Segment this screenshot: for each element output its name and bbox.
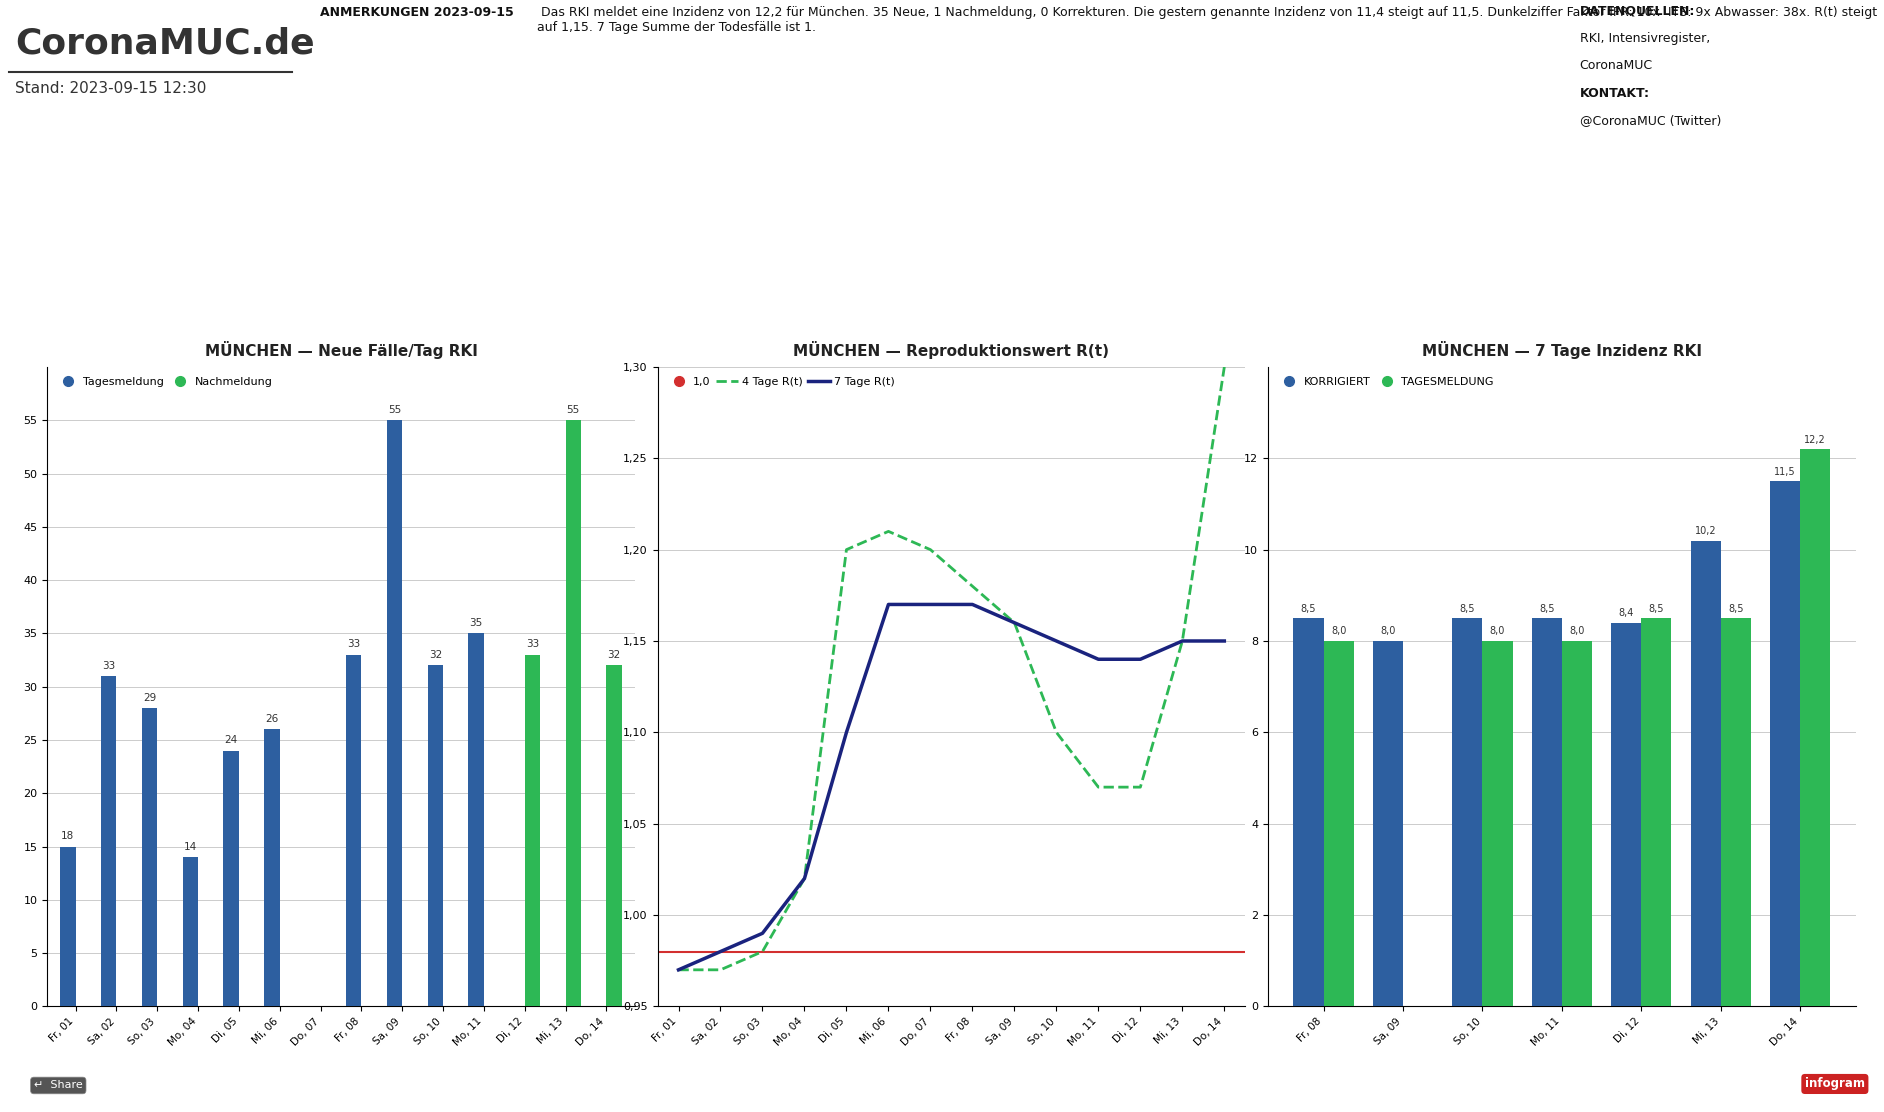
Text: Quelle: CoronaMUC: Quelle: CoronaMUC xyxy=(1362,264,1464,272)
Legend: Tagesmeldung, Nachmeldung: Tagesmeldung, Nachmeldung xyxy=(53,373,277,391)
Text: 26: 26 xyxy=(266,714,279,724)
Text: * RKI Zahlen zu Inzidenz, Fallzahlen, Nachmeldungen und Todesfällen: Dienstag bi: * RKI Zahlen zu Inzidenz, Fallzahlen, Na… xyxy=(447,1048,1437,1063)
Text: Made with: Made with xyxy=(1718,1081,1777,1091)
Bar xyxy=(469,634,484,1006)
Text: 55: 55 xyxy=(388,405,401,415)
Text: ANMERKUNGEN 2023-09-15: ANMERKUNGEN 2023-09-15 xyxy=(320,6,514,19)
Bar xyxy=(428,665,443,1006)
Text: REPRODUKTIONSWERT: REPRODUKTIONSWERT xyxy=(1345,158,1481,168)
Bar xyxy=(1769,481,1799,1006)
Text: 8,0: 8,0 xyxy=(1381,626,1396,636)
Bar xyxy=(183,857,198,1006)
Bar xyxy=(1690,540,1720,1006)
Text: 8,0: 8,0 xyxy=(1569,626,1584,636)
Bar xyxy=(60,846,75,1006)
Text: Gesamt: 2.655: Gesamt: 2.655 xyxy=(431,264,511,272)
Text: 14: 14 xyxy=(185,842,198,852)
Text: Di–Sa.*: Di–Sa.* xyxy=(138,290,175,300)
Bar xyxy=(1720,618,1750,1006)
Text: +0: +0 xyxy=(445,198,497,231)
Bar xyxy=(224,751,239,1006)
Bar xyxy=(1641,618,1671,1006)
Text: KONTAKT:: KONTAKT: xyxy=(1579,87,1650,100)
Text: 10/9/38: 10/9/38 xyxy=(1029,198,1170,231)
Text: 8,0: 8,0 xyxy=(1330,626,1347,636)
Title: MÜNCHEN — Reproduktionswert R(t): MÜNCHEN — Reproduktionswert R(t) xyxy=(793,341,1110,359)
Title: MÜNCHEN — Neue Fälle/Tag RKI: MÜNCHEN — Neue Fälle/Tag RKI xyxy=(205,341,477,359)
Bar xyxy=(1799,449,1831,1006)
Text: Täglich: Täglich xyxy=(767,290,803,300)
Text: DUNKELZIFFER FAKTOR: DUNKELZIFFER FAKTOR xyxy=(1031,158,1168,168)
Text: 8,4: 8,4 xyxy=(1618,608,1633,618)
Bar xyxy=(1562,641,1592,1006)
Text: 32: 32 xyxy=(430,651,443,661)
Text: 35: 35 xyxy=(469,618,482,628)
Text: 55: 55 xyxy=(567,405,580,415)
Text: CoronaMUC.de: CoronaMUC.de xyxy=(15,26,315,60)
Text: 8,5: 8,5 xyxy=(1728,604,1743,614)
Text: IFR/ITS/Abwasser basiert: IFR/ITS/Abwasser basiert xyxy=(1034,264,1164,272)
Text: 33: 33 xyxy=(347,639,360,649)
Text: +36: +36 xyxy=(121,198,194,231)
Text: ↵  Share: ↵ Share xyxy=(34,1081,83,1091)
Bar xyxy=(1292,618,1324,1006)
Text: Täglich: Täglich xyxy=(1394,290,1432,300)
Text: Gesamt: 722.497: Gesamt: 722.497 xyxy=(111,264,202,272)
Text: BESTÄTIGTE FÄLLE: BESTÄTIGTE FÄLLE xyxy=(104,158,211,168)
Text: INZIDENZ RKI: INZIDENZ RKI xyxy=(1688,158,1767,168)
Text: 12,2: 12,2 xyxy=(1805,435,1826,445)
Bar xyxy=(386,420,403,1006)
Bar xyxy=(1532,618,1562,1006)
Text: 18: 18 xyxy=(62,831,75,841)
Bar xyxy=(102,676,117,1006)
Bar xyxy=(1453,618,1483,1006)
Text: 8,5: 8,5 xyxy=(1539,604,1554,614)
Legend: 1,0, 4 Tage R(t), 7 Tage R(t): 1,0, 4 Tage R(t), 7 Tage R(t) xyxy=(663,373,899,391)
Text: INTENSIVBETTENBELEGUNG: INTENSIVBETTENBELEGUNG xyxy=(703,158,867,168)
Text: 11,5: 11,5 xyxy=(1775,467,1795,477)
Bar xyxy=(1373,641,1404,1006)
Text: 29: 29 xyxy=(143,693,156,703)
Text: 32: 32 xyxy=(607,651,620,661)
Text: Di–Sa.*: Di–Sa.* xyxy=(452,290,490,300)
Text: 33: 33 xyxy=(102,661,115,671)
Text: 8,5: 8,5 xyxy=(1300,604,1317,614)
Bar xyxy=(141,708,156,1006)
Text: 8,5: 8,5 xyxy=(1648,604,1664,614)
Text: DATENQUELLEN:: DATENQUELLEN: xyxy=(1579,4,1696,18)
Text: Stand: 2023-09-15 12:30: Stand: 2023-09-15 12:30 xyxy=(15,81,207,96)
Text: 8,0: 8,0 xyxy=(1490,626,1505,636)
Text: 10,2: 10,2 xyxy=(1696,526,1716,536)
Bar xyxy=(1324,641,1355,1006)
Title: MÜNCHEN — 7 Tage Inzidenz RKI: MÜNCHEN — 7 Tage Inzidenz RKI xyxy=(1422,341,1701,359)
Text: Di–Sa.*: Di–Sa.* xyxy=(1709,264,1746,272)
Text: MÜNCHEN        VERÄNDERUNG: MÜNCHEN VERÄNDERUNG xyxy=(705,264,865,272)
Text: 33: 33 xyxy=(526,639,539,649)
Bar xyxy=(524,655,541,1006)
Text: 24: 24 xyxy=(224,735,237,745)
Text: 1,15 ▲: 1,15 ▲ xyxy=(1353,198,1473,231)
Text: RKI, Intensivregister,: RKI, Intensivregister, xyxy=(1579,32,1711,44)
Bar xyxy=(264,729,279,1006)
Text: 8,5: 8,5 xyxy=(1460,604,1475,614)
Bar xyxy=(607,665,622,1006)
Text: TODESFÄLLE: TODESFÄLLE xyxy=(433,158,509,168)
Text: 12    +3: 12 +3 xyxy=(725,198,844,227)
Text: @CoronaMUC (Twitter): @CoronaMUC (Twitter) xyxy=(1579,115,1722,127)
Text: CoronaMUC: CoronaMUC xyxy=(1579,59,1652,72)
Bar xyxy=(1611,623,1641,1006)
Text: 12,2: 12,2 xyxy=(1686,198,1767,231)
Bar xyxy=(1483,641,1513,1006)
Text: Täglich: Täglich xyxy=(1081,290,1117,300)
Text: infogram: infogram xyxy=(1805,1078,1865,1091)
Bar xyxy=(565,420,580,1006)
Bar xyxy=(347,655,362,1006)
Text: Das RKI meldet eine Inzidenz von 12,2 für München. 35 Neue, 1 Nachmeldung, 0 Kor: Das RKI meldet eine Inzidenz von 12,2 fü… xyxy=(537,6,1878,33)
Legend: KORRIGIERT, TAGESMELDUNG: KORRIGIERT, TAGESMELDUNG xyxy=(1274,373,1498,391)
